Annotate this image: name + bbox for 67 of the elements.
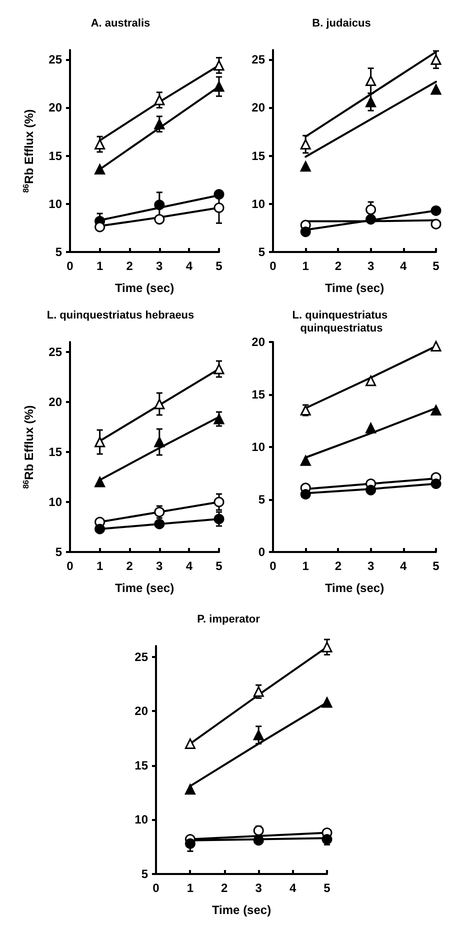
y-tick-label: 5	[141, 867, 148, 881]
y-tick-label: 25	[48, 345, 62, 359]
x-tick-label: 3	[367, 259, 374, 273]
x-tick-label: 0	[152, 881, 160, 895]
x-tick-label: 0	[270, 259, 277, 273]
x-tick-label: 2	[126, 259, 134, 273]
x-tick-label: 1	[302, 559, 310, 573]
x-tick-label: 5	[432, 259, 440, 273]
x-tick-label: 4	[400, 559, 408, 573]
chart-title: B. judaicus	[312, 18, 371, 30]
x-tick-label: 3	[156, 559, 164, 573]
x-tick-label: 1	[302, 259, 310, 273]
chart-title: L. quinquestriatus quinquestriatus	[292, 310, 391, 334]
y-tick-label: 25	[252, 52, 266, 67]
y-tick-label: 5	[55, 245, 62, 259]
y-tick-label: 5	[55, 545, 62, 559]
x-tick-label: 1	[96, 259, 104, 273]
y-tick-label: 20	[48, 395, 62, 409]
x-tick-label: 5	[432, 559, 440, 573]
y-axis-title: 86Rb Efflux (%)	[22, 405, 36, 489]
x-tick-label: 4	[186, 559, 193, 573]
x-tick-label: 3	[367, 559, 374, 573]
x-axis-title: Time (sec)	[212, 903, 272, 917]
y-tick-label: 0	[258, 545, 266, 559]
x-tick-label: 4	[400, 259, 408, 273]
x-tick-label: 2	[221, 881, 228, 895]
y-tick-label: 5	[258, 492, 266, 506]
x-axis-title: Time (sec)	[114, 581, 174, 595]
y-tick-label: 25	[134, 650, 148, 664]
y-tick-label: 25	[48, 52, 62, 67]
y-tick-label: 5	[258, 245, 266, 259]
y-tick-label: 10	[252, 440, 266, 454]
x-tick-label: 2	[126, 559, 134, 573]
y-tick-label: 20	[252, 335, 266, 349]
x-axis-title: Time (sec)	[114, 281, 174, 295]
chart-title: L. quinquestriatus hebraeus	[46, 310, 194, 322]
y-tick-label: 15	[252, 388, 266, 402]
x-tick-label: 1	[96, 559, 104, 573]
y-tick-label: 10	[252, 196, 266, 211]
x-tick-label: 2	[334, 559, 342, 573]
x-tick-label: 1	[186, 881, 194, 895]
x-tick-label: 4	[186, 259, 193, 273]
chart-title: P. imperator	[197, 614, 261, 626]
y-tick-label: 15	[48, 148, 62, 163]
x-tick-label: 3	[255, 881, 262, 895]
x-tick-label: 2	[334, 259, 342, 273]
x-tick-label: 3	[156, 259, 164, 273]
x-tick-label: 0	[66, 559, 74, 573]
y-tick-label: 20	[252, 100, 266, 115]
y-tick-label: 15	[252, 148, 266, 163]
y-tick-label: 10	[48, 495, 62, 509]
y-tick-label: 15	[134, 758, 148, 772]
x-tick-label: 5	[216, 559, 223, 573]
y-tick-label: 10	[48, 196, 62, 211]
x-tick-label: 0	[270, 559, 277, 573]
chart-title: A. australis	[90, 18, 150, 30]
y-tick-label: 10	[134, 812, 148, 827]
x-tick-label: 5	[216, 259, 223, 273]
y-axis-title: 86Rb Efflux (%)	[22, 109, 36, 193]
y-tick-label: 20	[48, 100, 62, 115]
x-axis-title: Time (sec)	[324, 581, 384, 595]
y-tick-label: 15	[48, 445, 62, 459]
x-tick-label: 4	[289, 881, 296, 895]
y-tick-label: 20	[134, 704, 148, 718]
x-axis-title: Time (sec)	[324, 281, 384, 295]
x-tick-label: 5	[324, 881, 331, 895]
x-tick-label: 0	[66, 259, 74, 273]
